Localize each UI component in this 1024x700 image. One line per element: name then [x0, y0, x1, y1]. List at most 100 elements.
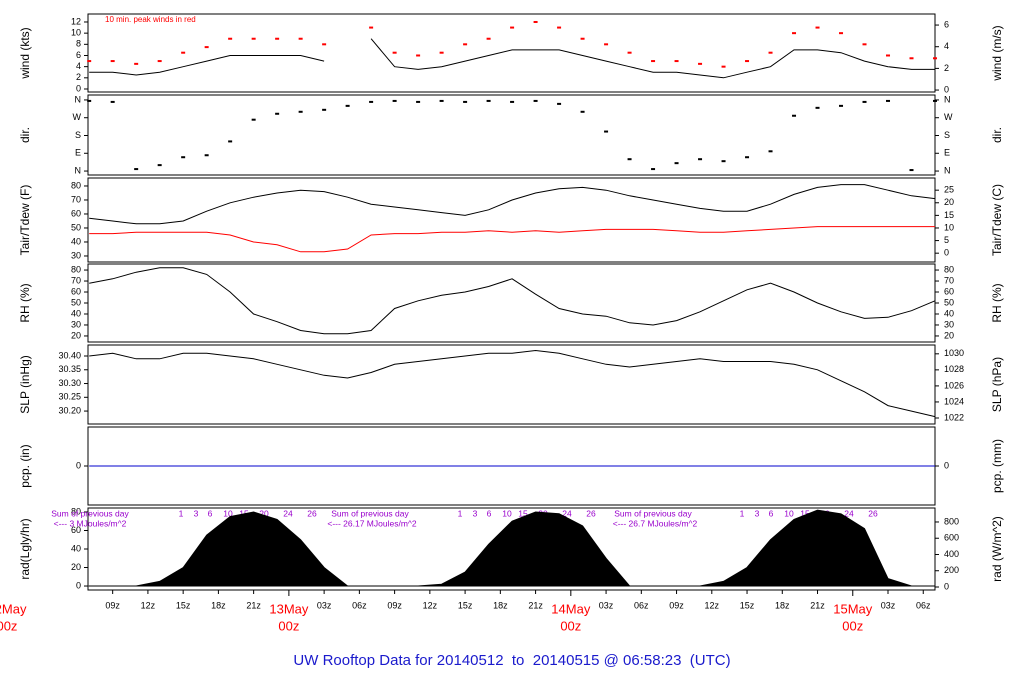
data-point [698, 158, 703, 161]
x-tick-label: 12z [705, 600, 720, 610]
y2-tick-label: 4 [944, 41, 949, 51]
x-tick-label: 06z [916, 600, 931, 610]
y-tick-label: E [75, 148, 81, 158]
y-tick-label: 80 [71, 506, 81, 516]
data-point [745, 156, 750, 159]
y2-tick-label: 1022 [944, 412, 964, 422]
y2-tick-label: 70 [944, 275, 954, 285]
hour-mark: 15 [518, 508, 528, 518]
data-point [439, 99, 444, 102]
data-point [580, 110, 585, 113]
x-tick-label: 03z [881, 600, 896, 610]
x-tick-label: 15z [740, 600, 755, 610]
data-point [886, 99, 891, 102]
data-point [87, 99, 92, 102]
panel-frame [87, 177, 936, 263]
day-hour-label: 00z [278, 618, 299, 633]
day-hour-label: 00z [842, 618, 863, 633]
y2-tick-label: 1030 [944, 348, 964, 358]
y2-tick-label: 600 [944, 533, 959, 543]
y-tick-label: N [75, 165, 82, 175]
y-axis-label: SLP (inHg) [18, 355, 32, 413]
hour-mark: 10 [784, 508, 794, 518]
data-point [792, 32, 797, 35]
y-tick-label: 30 [71, 250, 81, 260]
data-point [416, 54, 421, 57]
y-tick-label: 60 [71, 208, 81, 218]
data-point [369, 26, 374, 29]
data-point [627, 158, 632, 161]
data-point [275, 112, 280, 115]
panel-frame [87, 13, 936, 93]
data-point [322, 43, 327, 46]
x-tick-label: 21z [528, 600, 543, 610]
data-point [157, 60, 162, 63]
hour-mark: 1 [458, 508, 463, 518]
y2-tick-label: 800 [944, 516, 959, 526]
y-tick-label: 8 [76, 39, 81, 49]
y-tick-label: 20 [71, 330, 81, 340]
y-axis-label: rad(Lgly/hr) [18, 518, 32, 579]
annotation: <--- 26.17 MJoules/m^2 [327, 518, 417, 528]
data-point [768, 150, 773, 153]
data-point [463, 100, 468, 103]
data-point [345, 104, 350, 107]
y2-tick-label: E [944, 148, 950, 158]
data-point [604, 43, 609, 46]
x-tick-label: 18z [211, 600, 226, 610]
y2-tick-label: 200 [944, 565, 959, 575]
data-point [792, 114, 797, 117]
data-point [721, 160, 726, 163]
y-tick-label: 30.35 [58, 364, 81, 374]
data-line [89, 38, 935, 79]
y-axis-label: wind (kts) [18, 27, 32, 79]
annotation: Sum of previous day [331, 508, 409, 518]
data-point [651, 168, 656, 171]
data-point [134, 62, 139, 65]
data-point [674, 60, 679, 63]
hour-mark: 6 [208, 508, 213, 518]
x-tick-label: 21z [810, 600, 825, 610]
data-point [181, 51, 186, 54]
y2-tick-label: W [944, 112, 953, 122]
data-line [89, 226, 935, 253]
x-tick-label: 09z [669, 600, 684, 610]
data-point [439, 51, 444, 54]
data-point [557, 102, 562, 105]
data-area [88, 509, 936, 587]
y-tick-label: 0 [76, 460, 81, 470]
data-point [745, 60, 750, 63]
y-tick-label: 30 [71, 319, 81, 329]
data-point [815, 26, 820, 29]
annotation: <--- 26.7 MJoules/m^2 [613, 518, 698, 528]
y2-tick-label: 6 [944, 19, 949, 29]
x-tick-label: 15z [176, 600, 191, 610]
y2-tick-label: 20 [944, 330, 954, 340]
panel-frame [87, 94, 936, 176]
y-tick-label: 30.25 [58, 392, 81, 402]
y2-axis-label: wind (m/s) [990, 25, 1004, 81]
data-point [251, 37, 256, 40]
data-point [204, 154, 209, 157]
data-point [533, 99, 538, 102]
annotation: Sum of previous day [51, 508, 129, 518]
y2-tick-label: 0 [944, 460, 949, 470]
data-point [134, 168, 139, 171]
data-point [510, 26, 515, 29]
data-point [204, 46, 209, 49]
y2-axis-label: pcp. (mm) [990, 439, 1004, 493]
y2-tick-label: 1028 [944, 364, 964, 374]
y2-tick-label: 400 [944, 549, 959, 559]
y-tick-label: 80 [71, 180, 81, 190]
data-point [651, 60, 656, 63]
hour-mark: 3 [755, 508, 760, 518]
data-point [886, 54, 891, 57]
y-tick-label: 40 [71, 236, 81, 246]
hour-mark: 6 [769, 508, 774, 518]
x-tick-label: 18z [493, 600, 508, 610]
y2-tick-label: 0 [944, 84, 949, 94]
x-tick-label: 06z [634, 600, 649, 610]
y2-axis-label: rad (W/m^2) [990, 516, 1004, 582]
data-point [110, 100, 115, 103]
data-point [580, 37, 585, 40]
